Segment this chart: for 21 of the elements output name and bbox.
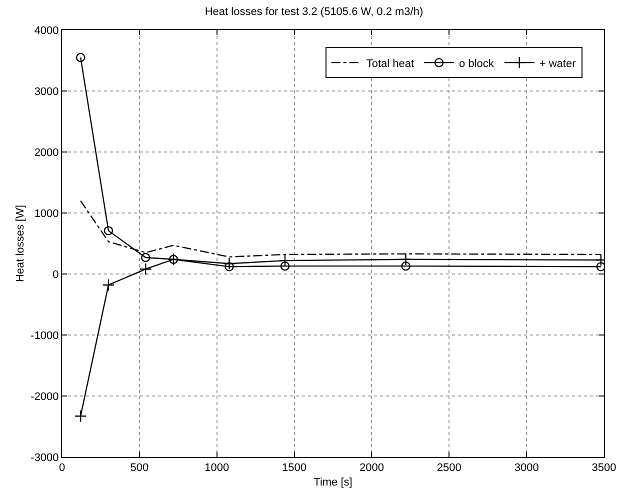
legend-label: o block — [459, 58, 494, 70]
y-tick-label: -2000 — [30, 390, 59, 403]
y-tick-label: 2000 — [34, 146, 59, 159]
x-tick-label: 2000 — [359, 462, 384, 474]
x-tick-label: 500 — [130, 462, 149, 474]
y-tick-label: 0 — [52, 268, 59, 281]
x-tick-label: 2500 — [436, 462, 462, 474]
x-tick-label: 3500 — [592, 462, 616, 474]
y-tick-label: -1000 — [30, 330, 59, 342]
y-tick-label: 3000 — [34, 86, 59, 98]
y-tick-label: 4000 — [34, 24, 59, 37]
x-tick-label: 1000 — [204, 462, 230, 474]
y-tick-label: -3000 — [30, 452, 59, 464]
x-axis-title: Time [s] — [314, 476, 352, 488]
chart-title: Heat losses for test 3.2 (5105.6 W, 0.2 m3/h) — [204, 6, 424, 18]
y-tick-label: 1000 — [34, 208, 59, 220]
legend-label: Total heat — [366, 58, 414, 70]
legend-label: + water — [539, 58, 576, 70]
y-axis-title: Heat losses [W] — [14, 204, 26, 282]
x-tick-label: 3000 — [514, 462, 539, 474]
x-tick-label: 1500 — [282, 462, 307, 474]
